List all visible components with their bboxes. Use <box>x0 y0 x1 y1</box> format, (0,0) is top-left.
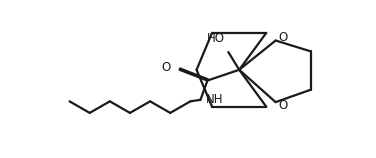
Text: O: O <box>162 61 171 74</box>
Text: O: O <box>279 31 288 44</box>
Text: HO: HO <box>207 32 225 45</box>
Text: NH: NH <box>206 93 223 106</box>
Text: O: O <box>279 100 288 112</box>
